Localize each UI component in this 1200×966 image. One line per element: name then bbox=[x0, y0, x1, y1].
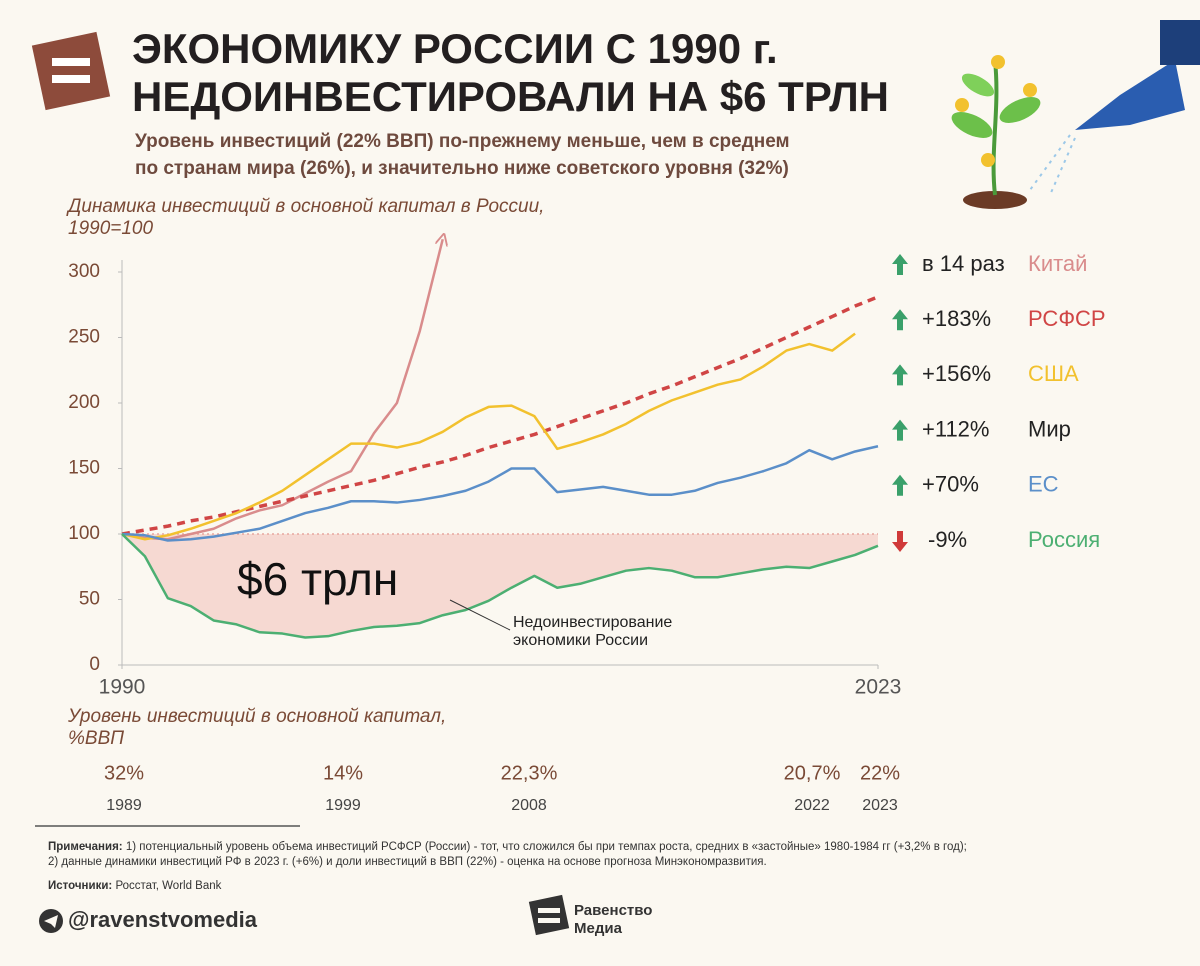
legend-change: +156% bbox=[922, 361, 991, 386]
share-year: 2022 bbox=[794, 797, 830, 814]
trend-arrow bbox=[892, 309, 908, 331]
legend-name: Китай bbox=[1028, 251, 1087, 276]
illustration bbox=[951, 20, 1200, 209]
watering-can bbox=[1075, 60, 1185, 130]
subtitle-line: Уровень инвестиций (22% ВВП) по-прежнему… bbox=[135, 131, 790, 152]
share-label: 22% bbox=[860, 762, 900, 784]
annotation-label: экономики России bbox=[513, 632, 648, 649]
y-tick-label: 150 bbox=[68, 458, 100, 479]
legend-name: ЕС bbox=[1028, 472, 1059, 497]
legend-name: США bbox=[1028, 361, 1079, 386]
logo-bar bbox=[52, 58, 90, 66]
brand-bar bbox=[538, 908, 560, 913]
water bbox=[1029, 134, 1071, 191]
share-title: Уровень инвестиций в основной капитал, bbox=[67, 706, 446, 727]
handle: @ravenstvomedia bbox=[68, 907, 258, 932]
series-line bbox=[121, 533, 879, 639]
legend-name: Мир bbox=[1028, 416, 1071, 441]
annotation-leader bbox=[449, 599, 511, 631]
shortfall-area bbox=[122, 534, 878, 638]
y-tick-label: 250 bbox=[68, 327, 100, 348]
x-tick-label: 2023 bbox=[855, 676, 902, 699]
series-line bbox=[121, 239, 443, 541]
legend-name: Россия bbox=[1028, 527, 1100, 552]
legend-change: +70% bbox=[922, 472, 979, 497]
y-tick-label: 100 bbox=[68, 523, 100, 544]
logo-square bbox=[31, 31, 111, 111]
series-line bbox=[121, 445, 879, 542]
series-line bbox=[121, 295, 879, 536]
amount-annotation: $6 трлн bbox=[237, 553, 398, 605]
share-label: 32% bbox=[104, 762, 144, 784]
trend-arrow bbox=[892, 419, 908, 441]
coin bbox=[955, 98, 969, 112]
legend-change: +183% bbox=[922, 306, 991, 331]
legend-name: РСФСР bbox=[1028, 306, 1106, 331]
coin bbox=[981, 153, 995, 167]
brand-logo bbox=[528, 894, 570, 936]
title-line: НЕДОИНВЕСТИРОВАЛИ НА $6 ТРЛН bbox=[132, 73, 889, 120]
share-year: 2008 bbox=[511, 797, 547, 814]
legend-change: в 14 раз bbox=[922, 251, 1005, 276]
share-row: 32% 1989 14% 1999 22,3% 2008 20,7% 2022 22% 2023 bbox=[104, 762, 900, 814]
legend-change: +112% bbox=[922, 416, 989, 441]
share-label: 22,3% bbox=[501, 762, 558, 784]
y-tick-label: 300 bbox=[68, 261, 100, 282]
y-tick-label: 50 bbox=[79, 589, 100, 610]
logo bbox=[31, 31, 111, 111]
x-tick-label: 1990 bbox=[99, 676, 146, 699]
share-year: 1999 bbox=[325, 797, 361, 814]
coin bbox=[1023, 83, 1037, 97]
share-label: 14% bbox=[323, 762, 363, 784]
trend-arrow bbox=[892, 254, 908, 275]
leaf bbox=[961, 73, 995, 97]
trend-arrow bbox=[892, 364, 908, 386]
chart-title: 1990=100 bbox=[68, 218, 153, 239]
stem bbox=[991, 59, 999, 196]
annotation-label: Недоинвестирование bbox=[513, 614, 672, 631]
y-tick-label: 0 bbox=[89, 654, 100, 675]
logo-bar bbox=[52, 75, 90, 83]
sleeve bbox=[1160, 20, 1200, 65]
subtitle-line: по странам мира (26%), и значительно ниж… bbox=[135, 158, 789, 179]
soil bbox=[963, 191, 1027, 209]
brand: Равенство bbox=[574, 902, 652, 919]
sources-line: Источники: Росстат, World Bank bbox=[48, 880, 222, 892]
share-label: 20,7% bbox=[784, 762, 841, 784]
telegram-plane bbox=[44, 915, 58, 928]
chart-title: Динамика инвестиций в основной капитал в… bbox=[66, 196, 544, 217]
note-label: Примечания: bbox=[48, 841, 123, 853]
share-year: 2023 bbox=[862, 797, 898, 814]
legend-change: -9% bbox=[928, 527, 967, 552]
coin bbox=[991, 55, 1005, 69]
leaf bbox=[951, 112, 993, 138]
brand-bar bbox=[538, 918, 560, 923]
sources-label: Источники: bbox=[48, 880, 112, 892]
note-line: 2) данные динамики инвестиций РФ в 2023 … bbox=[48, 856, 767, 868]
title-line: ЭКОНОМИКУ РОССИИ С 1990 г. bbox=[132, 25, 778, 72]
plot: 0 50 100 150 200 250 300 1990 2023 в 14 раз Китай +… bbox=[68, 239, 1106, 699]
y-tick-label: 200 bbox=[68, 392, 100, 413]
share-year: 1989 bbox=[106, 797, 142, 814]
water bbox=[1049, 137, 1076, 196]
note-text: 1) потенциальный уровень объема инвестиц… bbox=[126, 841, 967, 853]
sources-text: Росстат, World Bank bbox=[115, 880, 221, 892]
note-line: Примечания: 1) потенциальный уровень объ… bbox=[48, 841, 967, 853]
share-title: %ВВП bbox=[68, 728, 124, 749]
brand: Медиа bbox=[574, 920, 623, 937]
series-line bbox=[121, 332, 856, 541]
trend-arrow bbox=[892, 531, 908, 552]
trend-arrow bbox=[892, 474, 908, 496]
leaf bbox=[999, 97, 1041, 123]
